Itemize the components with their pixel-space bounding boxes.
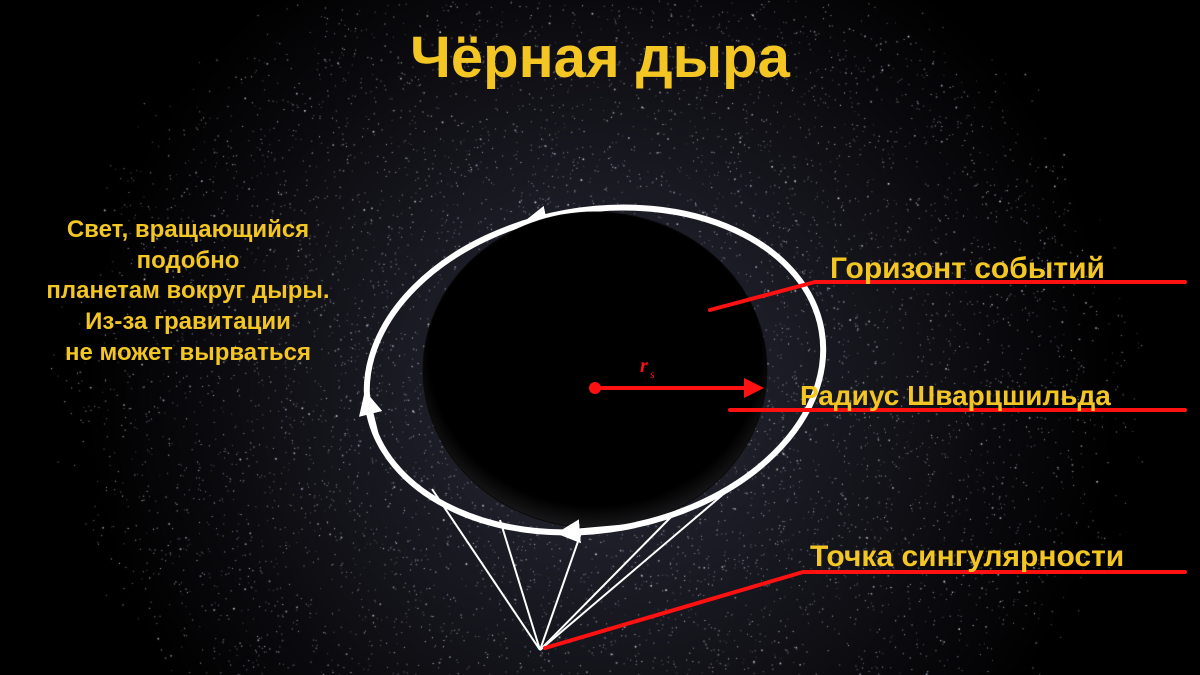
page-title: Чёрная дыра — [0, 24, 1200, 91]
diagram-stage: rs Чёрная дыра Свет, вращающийся подобно… — [0, 0, 1200, 675]
label-light-orbit: Свет, вращающийся подобнопланетам вокруг… — [18, 215, 358, 369]
label-event-horizon: Горизонт событий — [830, 252, 1105, 286]
label-singularity: Точка сингулярности — [810, 540, 1124, 574]
label-schwarzschild: Радиус Шварцшильда — [800, 380, 1111, 412]
